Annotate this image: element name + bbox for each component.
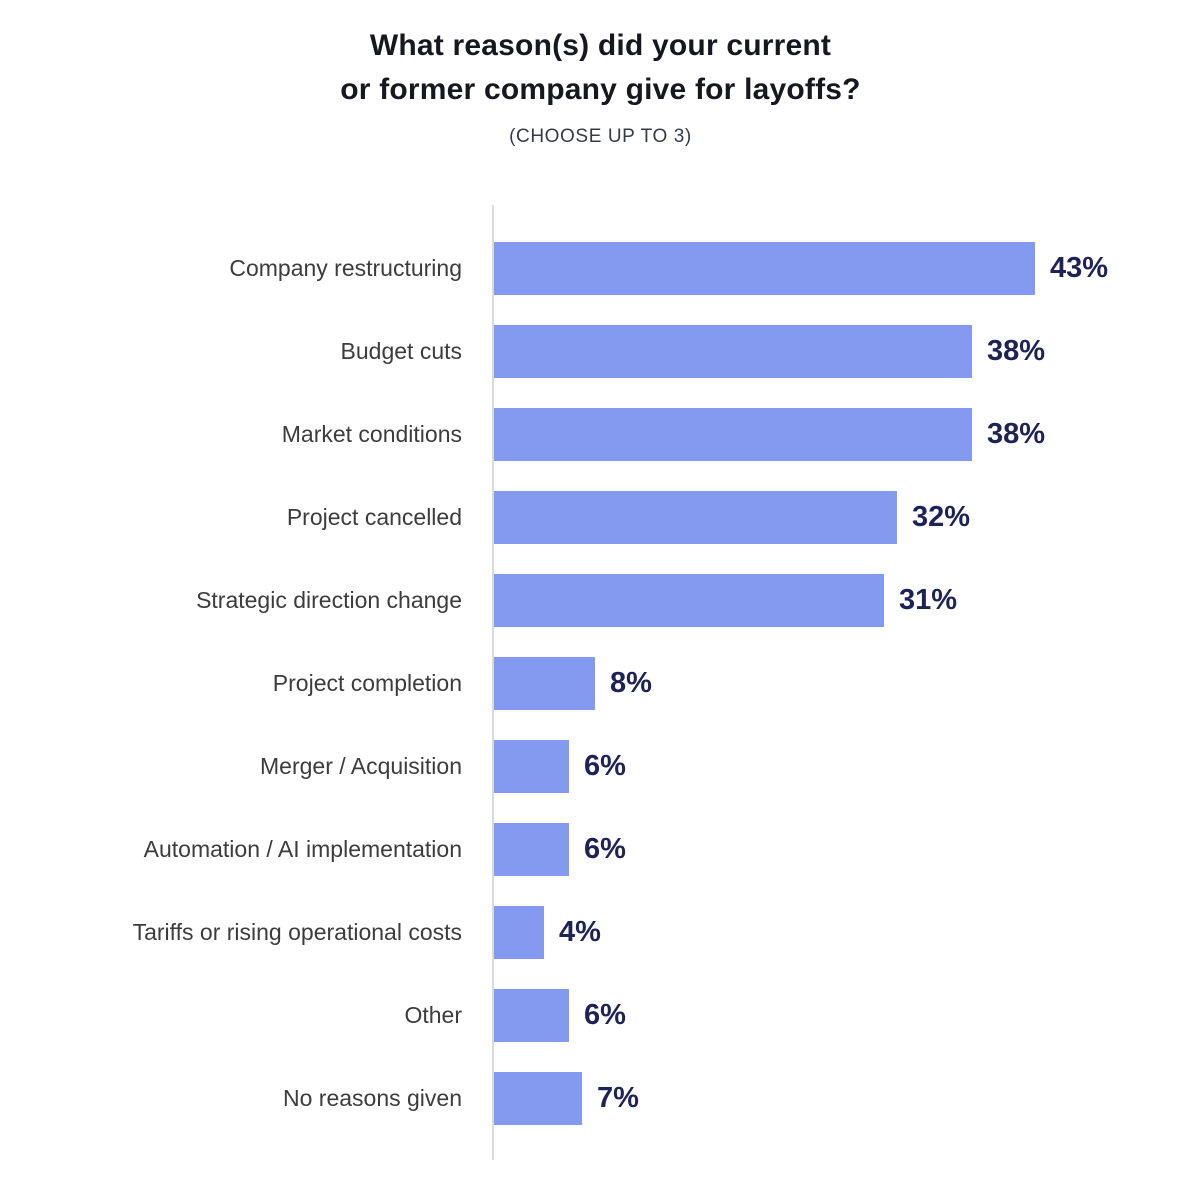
category-label: Strategic direction change — [196, 587, 462, 613]
bar — [494, 906, 544, 959]
value-label: 8% — [610, 667, 652, 699]
value-label: 6% — [584, 833, 626, 865]
bar-row: Project cancelled 32% — [0, 491, 1201, 544]
bar-row: Project completion 8% — [0, 657, 1201, 710]
category-label: Project cancelled — [286, 504, 462, 530]
bar — [494, 740, 569, 793]
value-label: 31% — [899, 584, 958, 616]
value-label: 6% — [584, 999, 626, 1031]
y-axis-line — [492, 205, 494, 1160]
value-label: 4% — [559, 916, 601, 948]
category-label: No reasons given — [283, 1085, 462, 1111]
category-label: Market conditions — [281, 421, 462, 447]
chart-subtitle: (CHOOSE UP TO 3) — [509, 126, 692, 147]
bar-row: Other 6% — [0, 989, 1201, 1042]
category-label: Tariffs or rising operational costs — [132, 919, 462, 945]
bar-row: Merger / Acquisition 6% — [0, 740, 1201, 793]
bar-row: No reasons given 7% — [0, 1072, 1201, 1125]
value-label: 43% — [1050, 252, 1109, 284]
category-label: Other — [404, 1002, 462, 1028]
bar-row: Company restructuring 43% — [0, 242, 1201, 295]
bar-row: Automation / AI implementation 6% — [0, 823, 1201, 876]
category-label: Merger / Acquisition — [260, 753, 462, 779]
bar — [494, 989, 569, 1042]
category-label: Company restructuring — [229, 255, 462, 281]
bar — [494, 657, 595, 710]
bar-row: Strategic direction change 31% — [0, 574, 1201, 627]
value-label: 6% — [584, 750, 626, 782]
value-label: 38% — [987, 418, 1046, 450]
bar — [494, 491, 897, 544]
category-label: Budget cuts — [340, 338, 462, 364]
horizontal-bar-chart: Company restructuring 43% Budget cuts 38… — [0, 205, 1201, 1160]
bar-row: Budget cuts 38% — [0, 325, 1201, 378]
chart-title-line1: What reason(s) did your current — [369, 29, 832, 62]
category-label: Automation / AI implementation — [143, 836, 462, 862]
bar — [494, 242, 1035, 295]
value-label: 38% — [987, 335, 1046, 367]
bar-row: Tariffs or rising operational costs 4% — [0, 906, 1201, 959]
bar-rows-container: Company restructuring 43% Budget cuts 38… — [0, 242, 1201, 1125]
bar — [494, 574, 884, 627]
bar — [494, 408, 972, 461]
category-label: Project completion — [272, 670, 462, 696]
value-label: 7% — [597, 1082, 639, 1114]
bar — [494, 823, 569, 876]
bar — [494, 325, 972, 378]
value-label: 32% — [912, 501, 971, 533]
bar — [494, 1072, 582, 1125]
chart-title: What reason(s) did your current or former… — [0, 24, 1201, 112]
chart-title-line2: or former company give for layoffs? — [340, 73, 861, 106]
bar-row: Market conditions 38% — [0, 408, 1201, 461]
